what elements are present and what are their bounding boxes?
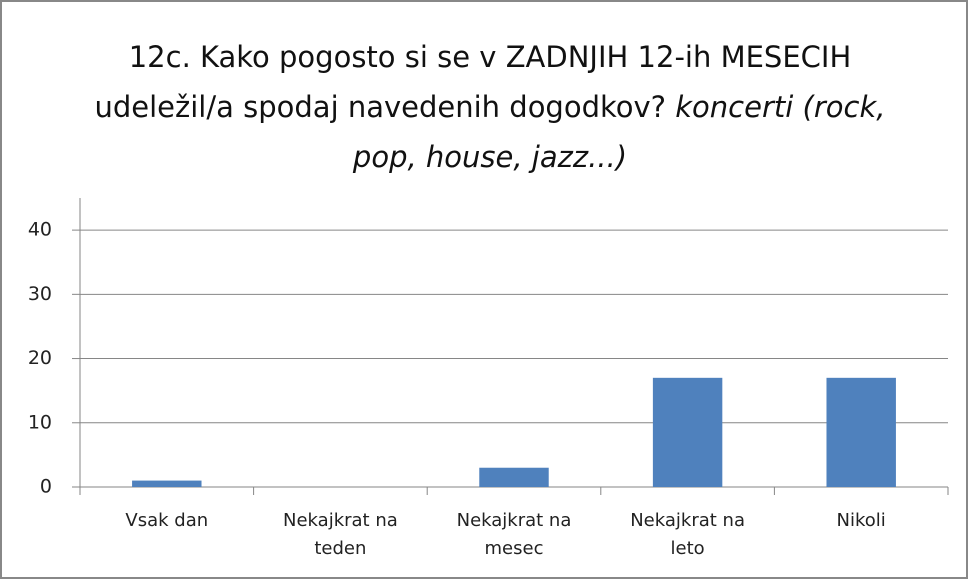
chart-title-block: 12c. Kako pogosto si se v ZADNJIH 12-ih … (90, 32, 890, 182)
bar (652, 377, 723, 487)
bar (826, 377, 896, 487)
x-tick-label: Nekajkrat na leto (630, 510, 745, 559)
bar (132, 480, 202, 487)
bar (479, 467, 549, 487)
chart-subtitle: koncerti (rock, pop, house, jazz...) (352, 90, 886, 174)
y-tick-label: 20 (28, 347, 52, 369)
x-tick-label: Nikoli (836, 510, 886, 531)
y-tick-label: 0 (40, 476, 52, 498)
y-tick-label: 10 (28, 411, 52, 433)
chart-title: 12c. Kako pogosto si se v ZADNJIH 12-ih … (94, 40, 852, 124)
y-tick-label: 30 (28, 283, 52, 305)
x-tick-label: Vsak dan (125, 510, 209, 531)
x-tick-label: Nekajkrat na mesec (456, 510, 572, 559)
y-tick-label: 40 (28, 219, 52, 241)
x-tick-label: Nekajkrat na teden (283, 510, 398, 559)
